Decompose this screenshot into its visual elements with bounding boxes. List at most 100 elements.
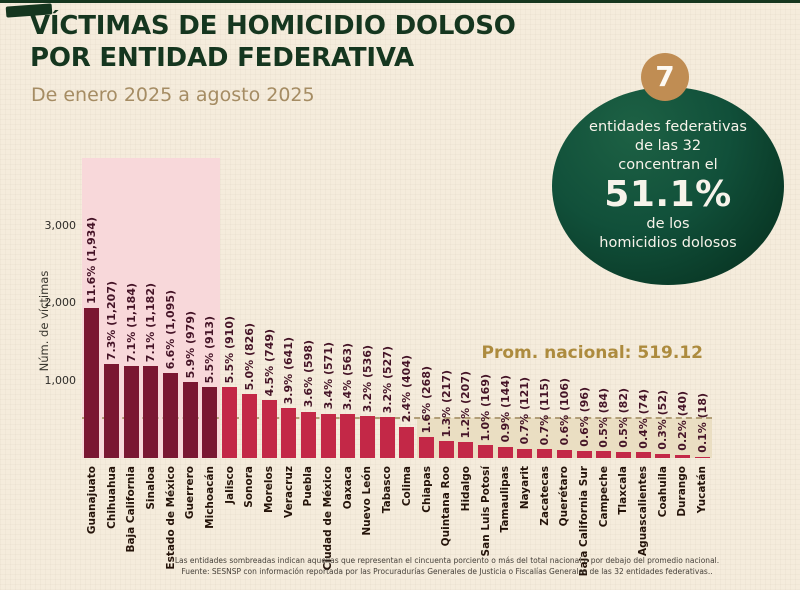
state-name-text: Tamaulipas [499, 466, 512, 533]
bar-nayarit [517, 448, 533, 458]
bar-value-label: 0.9% (144) [495, 271, 515, 442]
state-name-text: Ciudad de México [322, 466, 335, 571]
bar-value-label: 5.0% (826) [240, 218, 260, 390]
bar-value-text: 7.1% (1,184) [124, 283, 138, 363]
bar-sonora [241, 393, 257, 458]
bar-puebla [300, 411, 316, 458]
y-tick-label: 1,000 [44, 373, 77, 387]
bar-yucatán [694, 456, 710, 458]
bar-value-text: 5.5% (910) [223, 316, 237, 384]
bar-value-label: 3.4% (571) [318, 238, 338, 410]
bar-value-label: 3.2% (536) [358, 240, 378, 412]
national-average-label: Prom. nacional: 519.12 [481, 343, 704, 363]
state-name-text: Coahuila [656, 466, 669, 518]
date-range-subtitle: De enero 2025 a agosto 2025 [31, 84, 315, 106]
page-title: VÍCTIMAS DE HOMICIDIO DOLOSO POR ENTIDAD… [30, 11, 516, 74]
footnote-line2: Fuente: SESNSP con información reportada… [181, 566, 713, 576]
bar-sinaloa [143, 366, 159, 458]
bar-value-label: 3.4% (563) [338, 238, 358, 410]
bar-coahuila [655, 453, 671, 458]
bar-quintana-roo [438, 441, 454, 458]
bar-value-text: 2.4% (404) [400, 355, 414, 423]
bar-value-label: 7.1% (1,184) [121, 190, 141, 362]
bar-chihuahua [104, 364, 120, 458]
state-name-text: Baja California [125, 466, 138, 553]
bar-value-text: 5.0% (826) [242, 322, 256, 390]
state-name-text: Quintana Roo [440, 466, 453, 547]
bar-san-luis-potosí [478, 444, 494, 458]
bar-value-label: 3.2% (527) [377, 241, 397, 413]
highlight-percent: 51.1% [604, 174, 732, 215]
top-border [0, 0, 800, 3]
bar-guerrero [182, 382, 198, 458]
bar-value-label: 1.3% (217) [436, 265, 456, 437]
state-name-text: Zacatecas [538, 466, 551, 526]
bar-value-label: 0.3% (52) [653, 278, 673, 450]
state-name-text: Estado de México [164, 466, 177, 570]
state-name-text: Nayarit [518, 466, 531, 510]
bar-campeche [596, 451, 612, 458]
bar-tamaulipas [497, 446, 513, 458]
bar-value-text: 1.3% (217) [439, 369, 453, 438]
bar-value-label: 0.1% (18) [692, 281, 712, 453]
state-name-text: Chiapas [420, 466, 433, 513]
state-name-text: Guerrero [184, 466, 197, 520]
bar-nuevo-león [359, 416, 375, 458]
bar-estado-de-méxico [163, 373, 179, 458]
state-name-text: Puebla [302, 466, 315, 507]
highlight-circle-text: entidades federativas de las 32 concentr… [552, 87, 784, 253]
bar-value-label: 4.5% (749) [259, 224, 279, 396]
state-name-text: Durango [676, 466, 689, 517]
bar-tabasco [379, 417, 395, 458]
page-title-line2: POR ENTIDAD FEDERATIVA [30, 42, 414, 73]
bar-value-label: 1.0% (169) [476, 269, 496, 441]
bar-michoacán [202, 387, 218, 458]
bar-value-text: 5.5% (913) [203, 315, 217, 384]
bar-value-text: 3.4% (563) [341, 343, 355, 411]
bar-value-text: 0.1% (18) [695, 392, 709, 453]
bar-value-text: 6.6% (1,095) [164, 289, 178, 370]
bar-value-text: 7.3% (1,207) [105, 281, 119, 361]
y-tick-label: 3,000 [44, 218, 77, 232]
entity-count-badge: 7 [641, 53, 689, 101]
page-title-line1: VÍCTIMAS DE HOMICIDIO DOLOSO [30, 11, 516, 41]
highlight-circle: entidades federativas de las 32 concentr… [552, 87, 784, 285]
state-name-text: Tabasco [381, 466, 394, 514]
bar-zacatecas [537, 449, 553, 458]
state-name-text: San Luis Potosí [479, 466, 492, 557]
bar-value-label: 0.7% (121) [515, 273, 535, 445]
bar-value-text: 0.7% (115) [538, 377, 552, 446]
bar-value-text: 3.6% (598) [301, 340, 315, 408]
bar-value-text: 0.6% (106) [557, 378, 571, 446]
highlight-line1: entidades federativas [589, 119, 747, 135]
bar-value-text: 0.3% (52) [656, 390, 670, 450]
bar-value-label: 0.6% (106) [555, 274, 575, 446]
state-name-text: Colima [400, 466, 413, 507]
state-name-text: Yucatán [696, 466, 709, 514]
bar-value-text: 3.2% (536) [360, 345, 374, 413]
bar-value-text: 1.0% (169) [479, 373, 493, 441]
bar-value-label: 3.6% (598) [299, 236, 319, 408]
bar-jalisco [222, 387, 238, 458]
state-name-text: Sonora [243, 466, 256, 508]
bar-value-text: 0.7% (121) [518, 377, 532, 445]
bar-chiapas [419, 437, 435, 458]
bar-tlaxcala [615, 451, 631, 458]
state-name-text: Jalisco [223, 466, 236, 504]
bar-value-text: 7.1% (1,182) [144, 283, 158, 363]
highlight-line4: de los [646, 216, 690, 232]
bar-value-text: 0.6% (96) [577, 386, 591, 447]
bar-durango [674, 454, 690, 458]
bar-morelos [261, 399, 277, 458]
y-axis-label: Núm. de víctimas [37, 270, 51, 372]
bar-value-label: 0.6% (96) [574, 275, 594, 447]
bar-value-text: 11.6% (1,934) [85, 217, 99, 305]
bar-value-text: 3.4% (571) [321, 342, 335, 410]
state-name-text: Nuevo León [361, 466, 374, 536]
bar-value-label: 5.5% (913) [200, 211, 220, 383]
bar-value-label: 0.4% (74) [633, 276, 653, 449]
bar-value-text: 5.9% (979) [183, 310, 197, 379]
footnote: Las entidades sombreadas indican aquella… [90, 556, 800, 578]
